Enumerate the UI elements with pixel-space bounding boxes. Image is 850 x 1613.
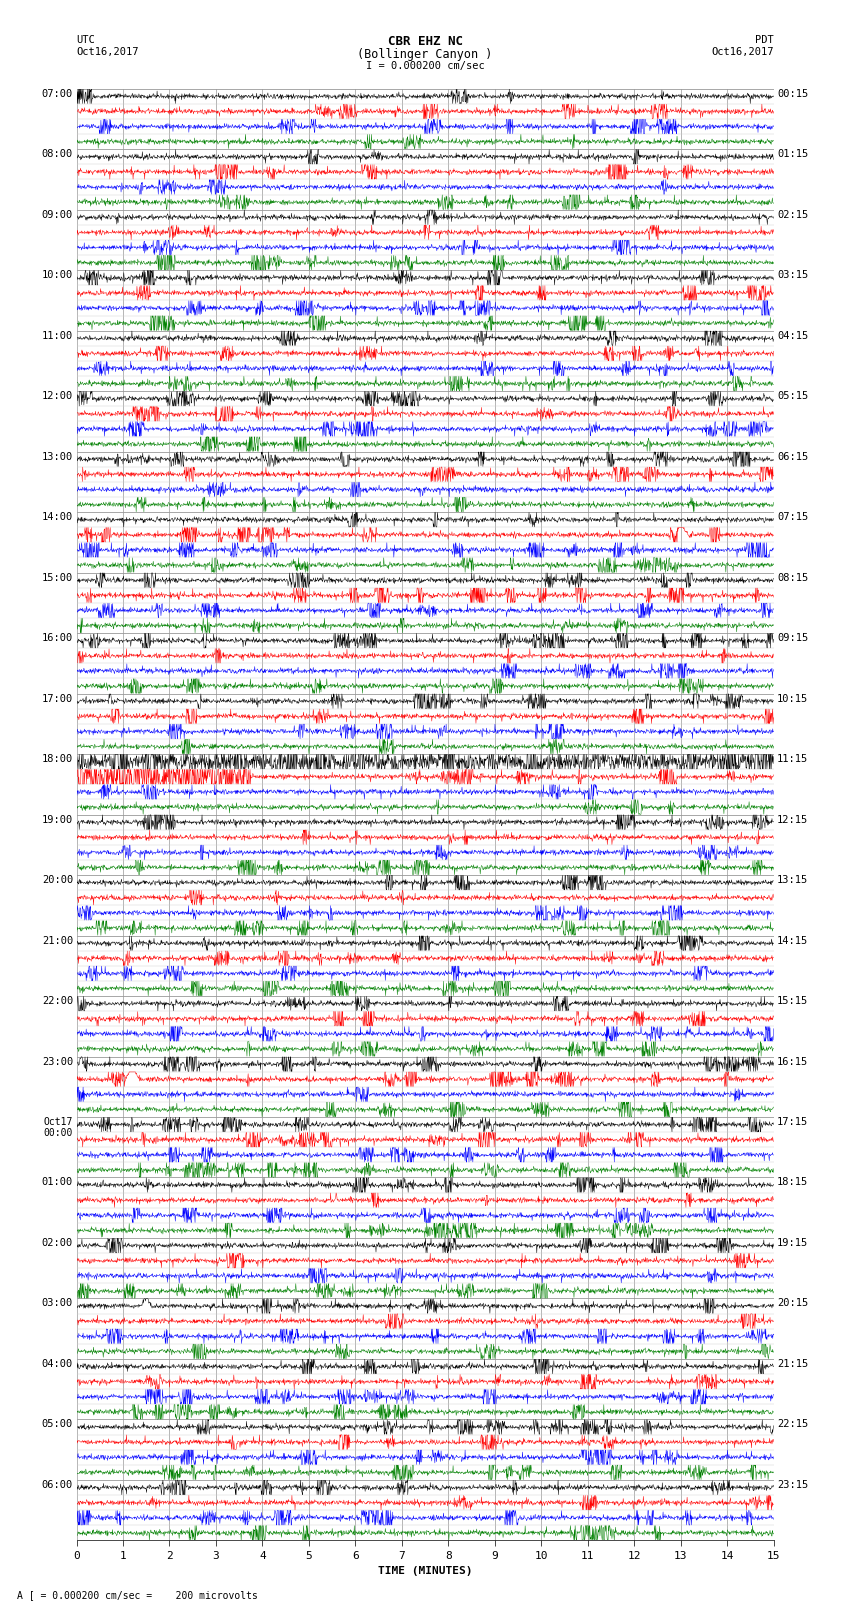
Text: 20:15: 20:15 — [777, 1298, 808, 1308]
Text: 12:00: 12:00 — [42, 392, 73, 402]
Text: 11:00: 11:00 — [42, 331, 73, 340]
Text: 22:15: 22:15 — [777, 1419, 808, 1429]
Text: 03:15: 03:15 — [777, 271, 808, 281]
Text: 04:00: 04:00 — [42, 1358, 73, 1369]
Text: 02:00: 02:00 — [42, 1239, 73, 1248]
Text: 15:00: 15:00 — [42, 573, 73, 582]
Text: 13:00: 13:00 — [42, 452, 73, 461]
Text: 19:15: 19:15 — [777, 1239, 808, 1248]
Text: 02:15: 02:15 — [777, 210, 808, 219]
Text: 23:15: 23:15 — [777, 1481, 808, 1490]
Text: 08:15: 08:15 — [777, 573, 808, 582]
Text: 16:15: 16:15 — [777, 1057, 808, 1066]
Text: 16:00: 16:00 — [42, 634, 73, 644]
Text: 14:15: 14:15 — [777, 936, 808, 945]
Text: 03:00: 03:00 — [42, 1298, 73, 1308]
Text: 17:00: 17:00 — [42, 694, 73, 703]
Text: 01:15: 01:15 — [777, 150, 808, 160]
Text: 17:15: 17:15 — [777, 1118, 808, 1127]
Text: 20:00: 20:00 — [42, 876, 73, 886]
Text: 06:15: 06:15 — [777, 452, 808, 461]
Text: I = 0.000200 cm/sec: I = 0.000200 cm/sec — [366, 61, 484, 71]
Text: 09:00: 09:00 — [42, 210, 73, 219]
Text: Oct17
00:00: Oct17 00:00 — [43, 1118, 73, 1137]
Text: 10:15: 10:15 — [777, 694, 808, 703]
Text: 11:15: 11:15 — [777, 755, 808, 765]
Text: 18:15: 18:15 — [777, 1177, 808, 1187]
X-axis label: TIME (MINUTES): TIME (MINUTES) — [377, 1566, 473, 1576]
Text: 12:15: 12:15 — [777, 815, 808, 824]
Text: 01:00: 01:00 — [42, 1177, 73, 1187]
Text: CBR EHZ NC: CBR EHZ NC — [388, 35, 462, 48]
Text: 09:15: 09:15 — [777, 634, 808, 644]
Text: 06:00: 06:00 — [42, 1481, 73, 1490]
Text: 21:00: 21:00 — [42, 936, 73, 945]
Text: 07:00: 07:00 — [42, 89, 73, 98]
Text: 07:15: 07:15 — [777, 513, 808, 523]
Text: 13:15: 13:15 — [777, 876, 808, 886]
Text: 21:15: 21:15 — [777, 1358, 808, 1369]
Text: 05:15: 05:15 — [777, 392, 808, 402]
Text: 22:00: 22:00 — [42, 997, 73, 1007]
Text: Oct16,2017: Oct16,2017 — [711, 47, 774, 56]
Text: 04:15: 04:15 — [777, 331, 808, 340]
Text: 19:00: 19:00 — [42, 815, 73, 824]
Text: 15:15: 15:15 — [777, 997, 808, 1007]
Text: (Bollinger Canyon ): (Bollinger Canyon ) — [357, 48, 493, 61]
Text: 05:00: 05:00 — [42, 1419, 73, 1429]
Text: 14:00: 14:00 — [42, 513, 73, 523]
Text: A [ = 0.000200 cm/sec =    200 microvolts: A [ = 0.000200 cm/sec = 200 microvolts — [17, 1590, 258, 1600]
Text: UTC: UTC — [76, 35, 95, 45]
Text: 10:00: 10:00 — [42, 271, 73, 281]
Text: 18:00: 18:00 — [42, 755, 73, 765]
Text: 08:00: 08:00 — [42, 150, 73, 160]
Text: 00:15: 00:15 — [777, 89, 808, 98]
Text: Oct16,2017: Oct16,2017 — [76, 47, 139, 56]
Text: PDT: PDT — [755, 35, 774, 45]
Text: 23:00: 23:00 — [42, 1057, 73, 1066]
